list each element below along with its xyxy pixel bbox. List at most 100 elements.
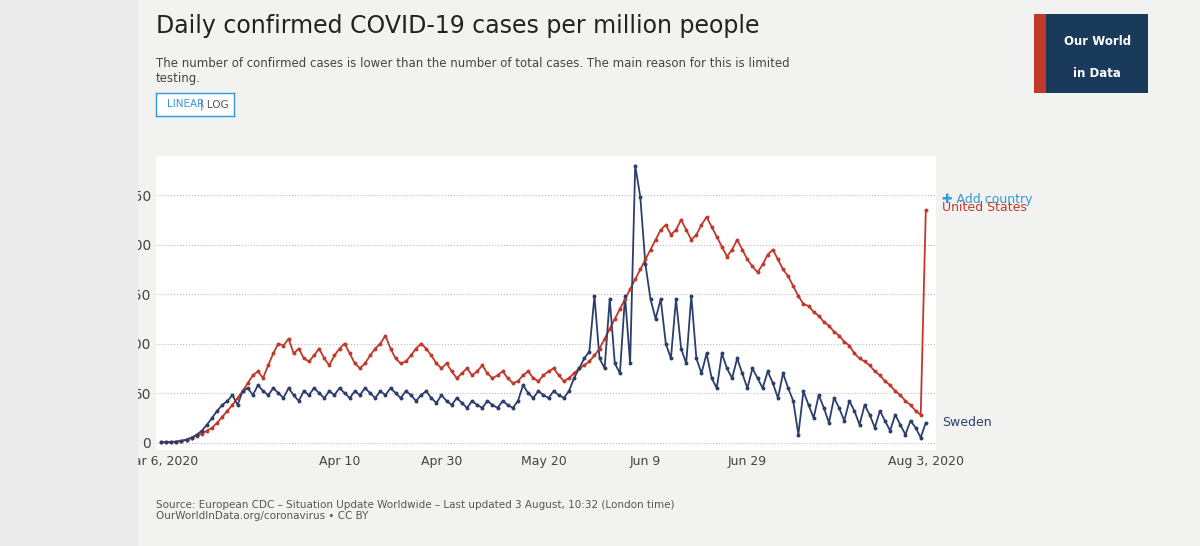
Point — [421, 351, 440, 360]
Point — [646, 235, 665, 244]
Point — [666, 295, 685, 304]
Point — [416, 387, 436, 395]
Point — [366, 344, 385, 353]
Point — [376, 391, 395, 400]
Point — [554, 377, 574, 385]
Point — [886, 387, 905, 395]
Text: LINEAR: LINEAR — [167, 99, 204, 109]
Point — [335, 339, 354, 348]
Text: Daily confirmed COVID-19 cases per million people: Daily confirmed COVID-19 cases per milli… — [156, 14, 760, 38]
Point — [310, 344, 329, 353]
Point — [386, 389, 406, 397]
Point — [890, 420, 910, 429]
Point — [360, 351, 379, 360]
Point — [870, 371, 889, 379]
Point — [682, 235, 701, 244]
Point — [768, 255, 787, 264]
Point — [212, 412, 232, 421]
Point — [355, 359, 374, 368]
Point — [656, 339, 676, 348]
Point — [886, 411, 905, 419]
Point — [748, 374, 767, 383]
Point — [212, 401, 232, 410]
Point — [539, 367, 558, 376]
Point — [829, 331, 848, 340]
Point — [319, 361, 338, 370]
Point — [503, 403, 522, 412]
Point — [330, 384, 349, 393]
Point — [539, 394, 558, 402]
Point — [559, 387, 578, 395]
Point — [442, 401, 461, 410]
Point — [518, 389, 538, 397]
Point — [346, 359, 365, 368]
Point — [697, 349, 716, 358]
Point — [468, 367, 487, 376]
Point — [340, 349, 359, 358]
Point — [713, 349, 732, 358]
Point — [544, 364, 563, 373]
Point — [314, 354, 334, 363]
Point — [595, 364, 614, 373]
Point — [534, 391, 553, 400]
Point — [692, 369, 712, 378]
Point — [600, 295, 619, 304]
Point — [672, 216, 691, 224]
Point — [865, 423, 884, 432]
Point — [340, 394, 359, 402]
Point — [330, 344, 349, 353]
Point — [835, 337, 854, 346]
Point — [482, 374, 502, 383]
Point — [289, 396, 308, 405]
Point — [876, 377, 895, 385]
Point — [590, 344, 610, 353]
Point — [917, 206, 936, 215]
Point — [509, 396, 528, 405]
Point — [890, 391, 910, 400]
Point — [274, 394, 293, 402]
Point — [881, 426, 900, 435]
Point — [523, 374, 542, 383]
Point — [758, 250, 778, 259]
Point — [192, 429, 211, 438]
Point — [299, 391, 318, 400]
Point — [829, 403, 848, 412]
Point — [804, 413, 823, 422]
Point — [840, 396, 859, 405]
Point — [253, 387, 272, 395]
Point — [162, 437, 181, 446]
Point — [217, 396, 236, 405]
Point — [310, 389, 329, 397]
Point — [631, 193, 650, 201]
Point — [523, 394, 542, 402]
Text: in Data: in Data — [1074, 67, 1121, 80]
Point — [840, 341, 859, 350]
Text: Our World: Our World — [1064, 35, 1130, 48]
Point — [488, 371, 508, 379]
Point — [514, 381, 533, 389]
Point — [733, 245, 752, 254]
Point — [442, 367, 461, 376]
Point — [590, 354, 610, 363]
Point — [376, 331, 395, 340]
Point — [722, 374, 742, 383]
Point — [779, 272, 798, 281]
Point — [906, 423, 925, 432]
Point — [815, 317, 834, 326]
Point — [233, 387, 252, 395]
Point — [625, 161, 644, 170]
Point — [677, 359, 696, 368]
Point — [713, 242, 732, 251]
Point — [253, 374, 272, 383]
Point — [151, 438, 170, 447]
Point — [743, 262, 762, 271]
Point — [473, 361, 492, 370]
Point — [187, 430, 206, 439]
Point — [815, 403, 834, 412]
Point — [820, 418, 839, 427]
Point — [412, 339, 431, 348]
Point — [824, 328, 844, 336]
Point — [788, 430, 808, 439]
Point — [269, 339, 288, 348]
Point — [876, 417, 895, 425]
